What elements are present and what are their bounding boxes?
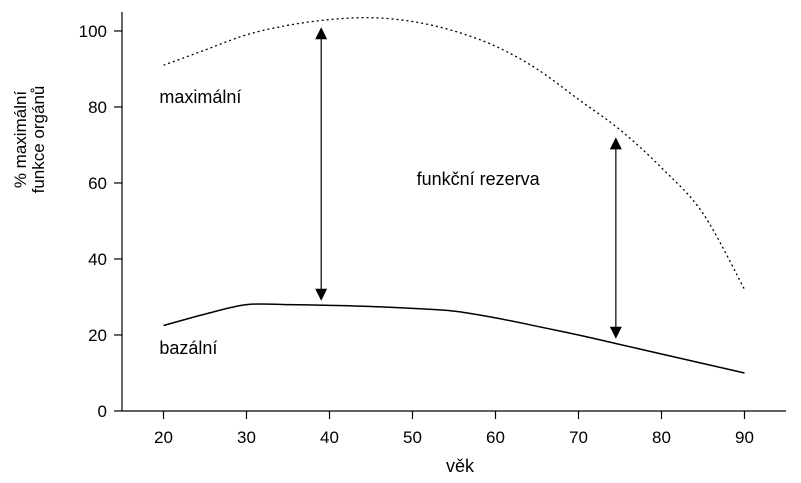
x-tick-label: 90 bbox=[735, 428, 754, 447]
axes: 0 20 40 60 80 100 20 30 40 50 60 70 80 90 věk % maximál… bbox=[11, 12, 786, 476]
annotation-label: funkční rezerva bbox=[417, 169, 541, 189]
x-tick-label: 70 bbox=[569, 428, 588, 447]
series-line-maximal bbox=[163, 16, 746, 290]
x-tick-label: 20 bbox=[154, 428, 173, 447]
annotation-label: maximální bbox=[159, 87, 241, 107]
y-tick-label: 0 bbox=[98, 402, 107, 421]
x-tick-label: 80 bbox=[652, 428, 671, 447]
x-axis-label: věk bbox=[446, 456, 475, 476]
arrow-head bbox=[609, 137, 622, 150]
y-axis-label-line: funkce orgánů bbox=[29, 86, 48, 194]
y-axis-label-line: % maximální bbox=[11, 91, 30, 189]
arrow-head bbox=[315, 27, 328, 40]
double-arrow bbox=[609, 137, 622, 339]
double-arrow bbox=[315, 27, 328, 301]
x-tick-label: 60 bbox=[486, 428, 505, 447]
arrow-head bbox=[315, 288, 328, 301]
y-tick-label: 40 bbox=[88, 250, 107, 269]
series-group bbox=[163, 16, 746, 374]
y-tick-label: 60 bbox=[88, 174, 107, 193]
annotation-label: bazální bbox=[159, 338, 217, 358]
arrow-head bbox=[609, 326, 622, 339]
arrows-group bbox=[315, 27, 622, 339]
y-tick-label: 80 bbox=[88, 98, 107, 117]
x-tick-label: 50 bbox=[403, 428, 422, 447]
x-tick-label: 40 bbox=[320, 428, 339, 447]
y-tick-label: 100 bbox=[79, 22, 107, 41]
y-axis-label: % maximálnífunkce orgánů bbox=[11, 86, 48, 194]
series-line-basal bbox=[163, 303, 745, 374]
x-tick-label: 30 bbox=[237, 428, 256, 447]
y-tick-label: 20 bbox=[88, 326, 107, 345]
labels-group: maximální funkční rezerva bazální bbox=[159, 87, 540, 358]
